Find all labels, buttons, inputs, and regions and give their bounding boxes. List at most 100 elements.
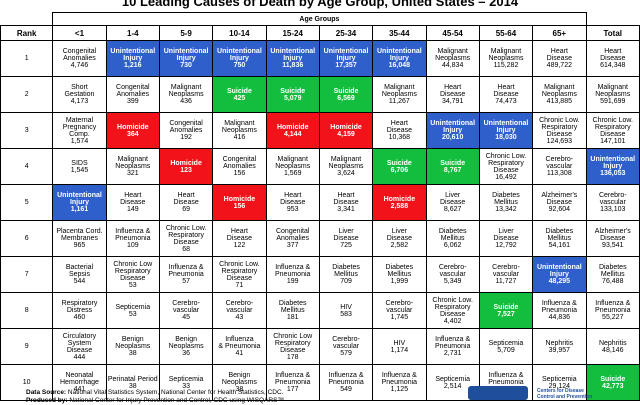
death-count: 38 [235,386,244,393]
column-header: <1 [52,25,107,41]
death-count: 38 [128,350,137,357]
cause-cell: Homicide 2,588 [372,184,427,221]
cause-name: Benign Neoplasms [168,336,204,350]
cause-cell: Unintentional Injury 48,295 [532,256,587,293]
cause-cell: Chronic Low. Respiratory Disease 71 [212,256,267,293]
cause-name: Heart Disease [173,192,199,206]
cause-name: Cerebro- vascular [598,192,627,206]
death-count: 44,834 [441,62,464,69]
column-header: 35-44 [372,25,427,41]
death-count: 3,624 [337,170,355,177]
death-count: 730 [180,62,192,69]
cause-cell: Benign Neoplasms 36 [158,328,214,365]
cause-cell: Unintentional Injury 1,161 [52,184,107,221]
cause-name: Homicide [117,123,149,131]
table-row: 6 Placenta Cord. Membranes 965 Influenza & … [0,220,640,257]
cause-name: Diabetes Mellitus [385,264,414,278]
death-count: 13,342 [495,206,517,213]
cause-cell: Cerebro- vascular 43 [212,292,267,329]
cause-name: Cerebro- vascular [172,300,200,314]
cdc-logo-text: Centers for Disease Control and Preventi… [537,388,593,400]
cause-cell: Chronic Low. Respiratory Disease 4,402 [425,292,480,329]
column-header: 65+ [532,25,587,41]
cause-name: Influenza & Pneumonia [218,336,261,350]
table-row: 9 Circulatory System Disease 444 Benign Neo… [0,328,640,365]
rank-header: Rank [0,25,54,41]
cause-name: HIV [393,339,406,347]
footer: Data Source: National Vital Statistics S… [26,389,476,405]
death-count: 6,062 [443,242,462,249]
cause-cell: Homicide 123 [158,148,214,185]
death-count: 583 [340,310,352,318]
cause-name: Malignant Neoplasms [595,84,631,98]
death-count: 6,706 [390,166,409,174]
cause-name: Diabetes Mellitus [492,192,520,206]
source-text: National Vital Statistics System, Nation… [67,389,284,396]
death-count: 29,124 [548,382,571,390]
cause-cell: Heart Disease 3,341 [318,184,374,221]
cause-name: Suicide [600,375,626,383]
death-count: 17,357 [335,62,357,69]
death-count: 1,574 [70,137,89,145]
cause-cell: Influenza & Pneumonia 177 [265,364,320,401]
cause-cell: Heart Disease 74,473 [478,76,534,113]
cause-name: Unintentional Injury [163,48,209,62]
table-row: 5 Unintentional Injury 1,161 Heart Disease 1… [0,184,640,221]
cause-cell: Heart Disease 953 [265,184,320,221]
cause-cell: Chronic Low. Respiratory Disease 147,101 [585,112,640,149]
table-body: 1 Congenital Anomalies 4,746 Unintentional … [0,40,640,401]
cause-name: Malignant Neoplasms [115,156,151,170]
cause-name: Congenital Anomalies [116,84,150,98]
cause-cell: Chronic Low. Respiratory Disease 16,492 [478,148,534,185]
cause-cell: SIDS 1,545 [52,148,107,185]
cause-cell: Malignant Neoplasms 44,834 [425,40,480,77]
cause-name: Influenza & Pneumonia [541,300,578,314]
death-count: 489,722 [546,62,572,69]
cause-name: Cerebro- vascular [332,336,360,350]
column-header-row: Rank <1 1-4 5-9 10-14 15-24 25-34 35-44 45-54 55… [0,25,640,41]
cause-cell: Cerebro- vascular 113,308 [532,148,587,185]
cause-name: Malignant Neoplasms [221,120,257,134]
cause-name: Suicide [333,87,359,95]
death-count: 20,610 [441,134,464,141]
cause-cell: Malignant Neoplasms 413,885 [532,76,587,113]
death-count: 45 [182,314,190,321]
cause-name: Unintentional Injury [536,264,582,278]
cause-cell: Bacterial Sepsis 544 [52,256,107,293]
cause-name: Homicide [170,159,202,167]
table-row: 7 Bacterial Sepsis 544 Chronic Low Respirat… [0,256,640,293]
cause-name: Nephritis [545,339,574,347]
cause-cell: Neonatal Hemorrhage 441 [52,364,107,401]
cause-cell: Nephritis 39,957 [532,328,587,365]
death-count: 39,957 [548,346,571,354]
cause-name: Bacterial Sepsis [65,264,94,278]
cause-cell: Congenital Anomalies 377 [265,220,320,257]
cause-cell: Influenza & Pneumonia 2,731 [425,328,480,365]
cause-name: Neonatal Hemorrhage [60,372,99,386]
cause-cell: Malignant Neoplasms 591,699 [585,76,640,113]
cause-cell: Homicide 4,159 [318,112,374,149]
cause-cell: Septicemia 2,514 [425,364,480,401]
death-count: 136,053 [600,170,626,177]
cause-name: Chronic Low Respiratory Disease [273,332,313,354]
cause-name: Unintentional Injury [57,192,102,206]
cause-cell: Diabetes Mellitus 181 [265,292,320,329]
cause-name: Diabetes Mellitus [598,264,627,278]
rank-cell: 1 [0,40,54,77]
cause-name: Diabetes Mellitus [545,228,574,242]
cause-name: Unintentional Injury [483,120,529,134]
death-count: 43 [235,314,244,321]
death-count: 41 [235,350,244,357]
cause-cell: Short Gestation 4,173 [52,76,107,113]
cause-name: Chronic Low Respiratory Disease [113,260,153,282]
death-count: 36 [182,350,190,357]
cause-cell: HIV 1,174 [372,328,427,365]
cause-name: Septicemia [435,375,470,383]
cause-name: Septicemia [542,375,577,383]
death-count: 34,791 [441,98,464,105]
cause-name: Heart Disease [386,120,412,134]
cause-cell: Homicide 156 [212,184,267,221]
column-header: 5-9 [158,25,214,41]
death-count: 48,146 [602,346,624,354]
death-count: 364 [126,130,139,138]
